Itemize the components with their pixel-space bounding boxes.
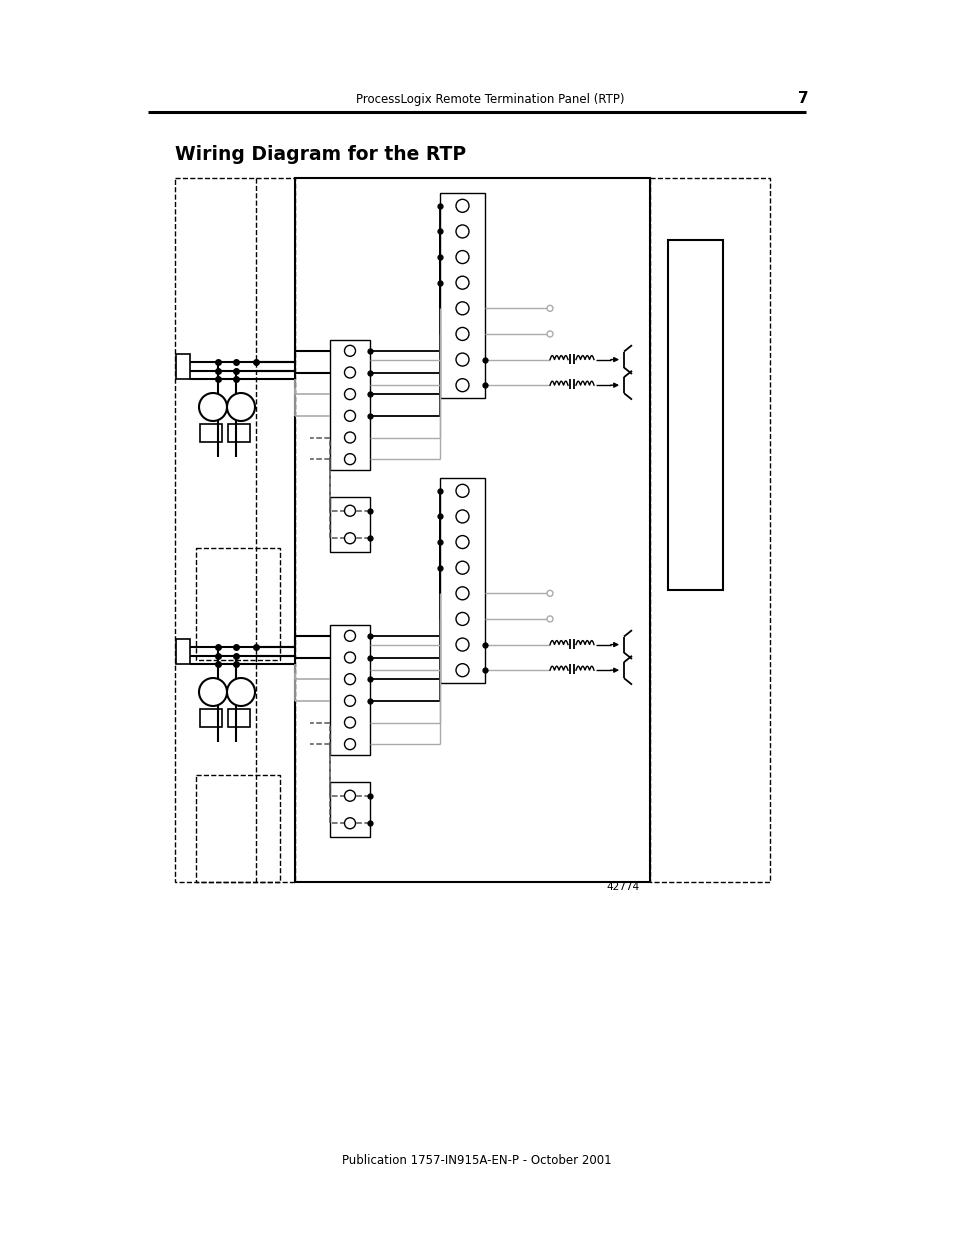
Bar [175, 638, 190, 664]
Circle shape [456, 379, 469, 391]
Bar [649, 178, 769, 882]
Circle shape [344, 695, 355, 706]
Bar [200, 709, 222, 727]
Bar [228, 709, 250, 727]
Circle shape [456, 225, 469, 238]
Circle shape [344, 532, 355, 543]
Text: 7: 7 [797, 91, 807, 106]
Circle shape [344, 718, 355, 727]
Circle shape [456, 663, 469, 677]
Circle shape [456, 613, 469, 625]
Circle shape [456, 587, 469, 600]
Circle shape [456, 199, 469, 212]
Bar [330, 496, 370, 552]
Bar [330, 340, 370, 471]
Circle shape [199, 393, 227, 421]
Circle shape [456, 251, 469, 263]
Circle shape [456, 561, 469, 574]
Text: ProcessLogix Remote Termination Panel (RTP): ProcessLogix Remote Termination Panel (R… [355, 93, 623, 106]
Bar [200, 424, 222, 442]
Circle shape [344, 346, 355, 357]
Circle shape [344, 505, 355, 516]
Circle shape [546, 331, 553, 337]
Circle shape [456, 277, 469, 289]
Bar [174, 178, 294, 882]
Circle shape [344, 739, 355, 750]
Bar [667, 240, 722, 590]
Circle shape [456, 536, 469, 548]
Circle shape [456, 510, 469, 522]
Circle shape [344, 389, 355, 400]
Bar [175, 354, 190, 379]
Circle shape [546, 305, 553, 311]
Circle shape [227, 678, 254, 706]
Circle shape [227, 393, 254, 421]
Circle shape [456, 327, 469, 341]
Circle shape [456, 484, 469, 498]
Circle shape [199, 678, 227, 706]
Circle shape [344, 432, 355, 443]
Circle shape [546, 616, 553, 622]
Circle shape [344, 453, 355, 464]
Bar [330, 782, 370, 837]
Circle shape [546, 590, 553, 597]
Circle shape [344, 818, 355, 829]
Bar [294, 178, 649, 882]
Bar [330, 625, 370, 755]
Circle shape [456, 301, 469, 315]
Circle shape [344, 367, 355, 378]
Circle shape [344, 673, 355, 684]
Circle shape [456, 638, 469, 651]
Bar [439, 478, 484, 683]
Circle shape [344, 790, 355, 802]
Circle shape [344, 410, 355, 421]
Text: Wiring Diagram for the RTP: Wiring Diagram for the RTP [174, 144, 466, 164]
Text: Publication 1757-IN915A-EN-P - October 2001: Publication 1757-IN915A-EN-P - October 2… [342, 1153, 611, 1167]
Circle shape [344, 630, 355, 641]
Bar [195, 776, 280, 882]
Bar [439, 193, 484, 398]
Circle shape [456, 353, 469, 366]
Bar [195, 548, 280, 659]
Bar [228, 424, 250, 442]
Text: 42774: 42774 [606, 882, 639, 892]
Circle shape [344, 652, 355, 663]
